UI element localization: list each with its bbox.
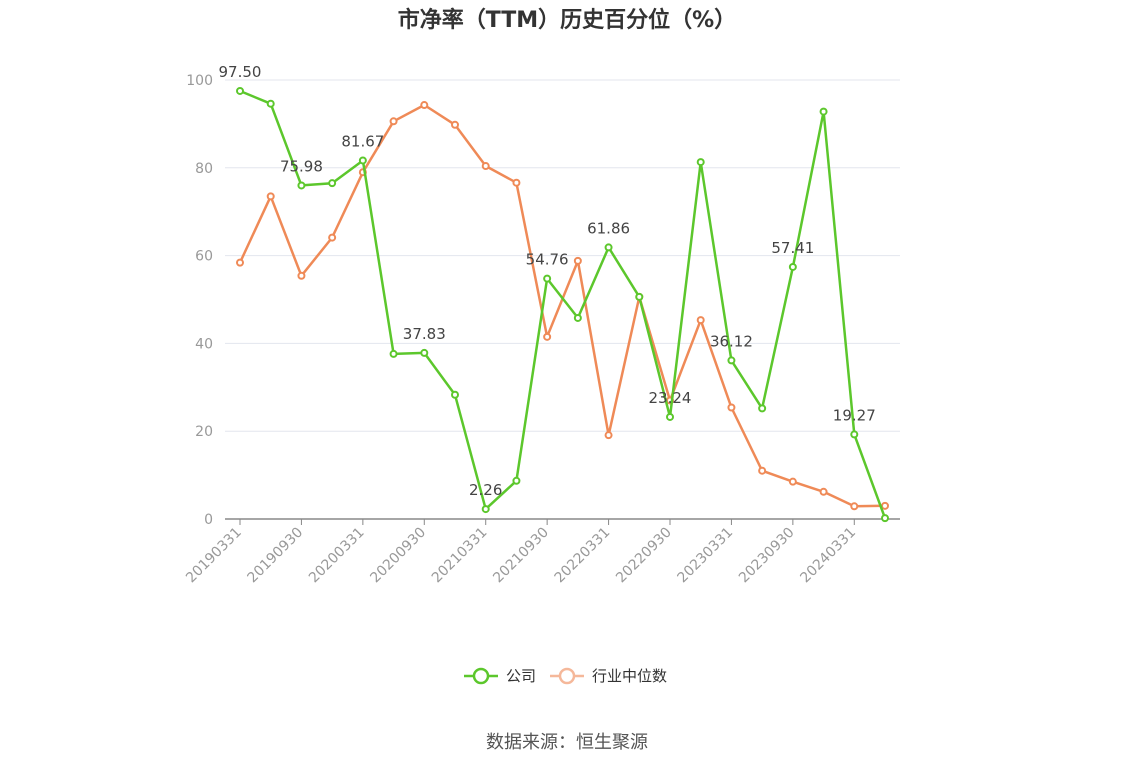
legend-industry-swatch-marker[interactable] — [558, 667, 576, 685]
data-label: 97.50 — [219, 63, 262, 81]
x-tick-label: 20190930 — [245, 525, 307, 587]
y-tick-label: 80 — [195, 161, 213, 177]
y-tick-label: 100 — [186, 73, 213, 89]
x-tick-label: 20220930 — [613, 525, 675, 587]
data-label: 54.76 — [526, 251, 569, 269]
data-label: 2.26 — [469, 481, 502, 499]
x-tick-label: 20200331 — [306, 525, 368, 587]
data-point[interactable] — [266, 192, 275, 201]
data-point[interactable] — [573, 313, 582, 322]
x-tick-label: 20230930 — [736, 525, 798, 587]
data-point[interactable] — [451, 390, 459, 399]
data-point[interactable] — [236, 258, 244, 267]
data-point[interactable] — [819, 107, 828, 116]
x-tick-label: 20220331 — [552, 525, 614, 587]
data-point[interactable] — [758, 466, 767, 475]
series-line-company — [239, 89, 887, 519]
x-tick-label: 20210930 — [490, 525, 552, 587]
data-point[interactable] — [328, 233, 337, 242]
data-point[interactable] — [420, 101, 429, 110]
data-label: 19.27 — [833, 406, 876, 424]
data-point[interactable] — [788, 477, 797, 486]
x-tick-label: 20200930 — [367, 525, 429, 587]
data-point[interactable] — [389, 117, 398, 126]
x-tick-label: 20210331 — [429, 525, 491, 587]
grid-lines — [225, 79, 900, 432]
data-point[interactable] — [543, 274, 552, 283]
y-tick-label: 40 — [195, 336, 213, 352]
data-point[interactable] — [512, 476, 521, 485]
data-point[interactable] — [727, 356, 736, 365]
data-label: 57.41 — [771, 239, 814, 257]
data-point[interactable] — [297, 181, 306, 190]
series — [236, 86, 889, 523]
data-point[interactable] — [635, 292, 644, 301]
data-point[interactable] — [604, 431, 613, 440]
data-point[interactable] — [758, 404, 767, 413]
data-point[interactable] — [696, 316, 705, 325]
data-point[interactable] — [266, 99, 275, 108]
series-line-industry — [238, 103, 886, 508]
data-label: 61.86 — [587, 219, 630, 237]
data-point[interactable] — [481, 162, 490, 171]
y-tick-label: 20 — [195, 424, 213, 440]
data-labels: 97.50 75.98 81.67 37.83 2.26 54.76 61.86 23.24 3… — [219, 63, 876, 499]
data-label: 23.24 — [649, 389, 692, 407]
data-point[interactable] — [727, 403, 736, 412]
data-point[interactable] — [451, 120, 459, 129]
x-tick-label: 20240331 — [797, 525, 859, 587]
chart-title: 市净率（TTM）历史百分位（%） — [397, 8, 737, 33]
data-point[interactable] — [389, 349, 398, 358]
data-point[interactable] — [358, 156, 367, 165]
legend-industry-label[interactable]: 行业中位数 — [592, 667, 667, 685]
x-tick-label: 20230331 — [675, 525, 737, 587]
legend-company-swatch-marker[interactable] — [472, 667, 490, 685]
data-point[interactable] — [512, 178, 521, 187]
data-point[interactable] — [604, 243, 613, 252]
data-point[interactable] — [297, 271, 306, 280]
data-point[interactable] — [420, 348, 429, 357]
data-point[interactable] — [481, 505, 490, 514]
data-point[interactable] — [850, 502, 859, 511]
data-point[interactable] — [850, 430, 859, 439]
data-point[interactable] — [666, 412, 674, 421]
axes: 0 20 40 60 80 100 20190331 20190930 20200331 2020… — [183, 73, 900, 586]
data-label: 36.12 — [710, 332, 753, 350]
data-point[interactable] — [543, 332, 552, 341]
data-point[interactable] — [696, 158, 705, 167]
y-tick-label: 60 — [195, 249, 213, 265]
data-point[interactable] — [881, 501, 889, 510]
legend-company-label[interactable]: 公司 — [506, 667, 536, 685]
data-point[interactable] — [236, 86, 244, 95]
data-point[interactable] — [328, 179, 337, 188]
data-point[interactable] — [819, 487, 828, 496]
legend[interactable]: 公司 行业中位数 — [464, 667, 667, 685]
data-label: 37.83 — [403, 325, 446, 343]
data-point[interactable] — [573, 256, 582, 265]
data-point[interactable] — [788, 262, 797, 271]
data-label: 81.67 — [341, 132, 384, 150]
source-note: 数据来源：恒生聚源 — [486, 732, 648, 753]
data-label: 75.98 — [280, 157, 323, 175]
data-point[interactable] — [881, 514, 889, 523]
y-tick-label: 0 — [204, 512, 213, 528]
x-tick-label: 20190331 — [183, 525, 245, 587]
